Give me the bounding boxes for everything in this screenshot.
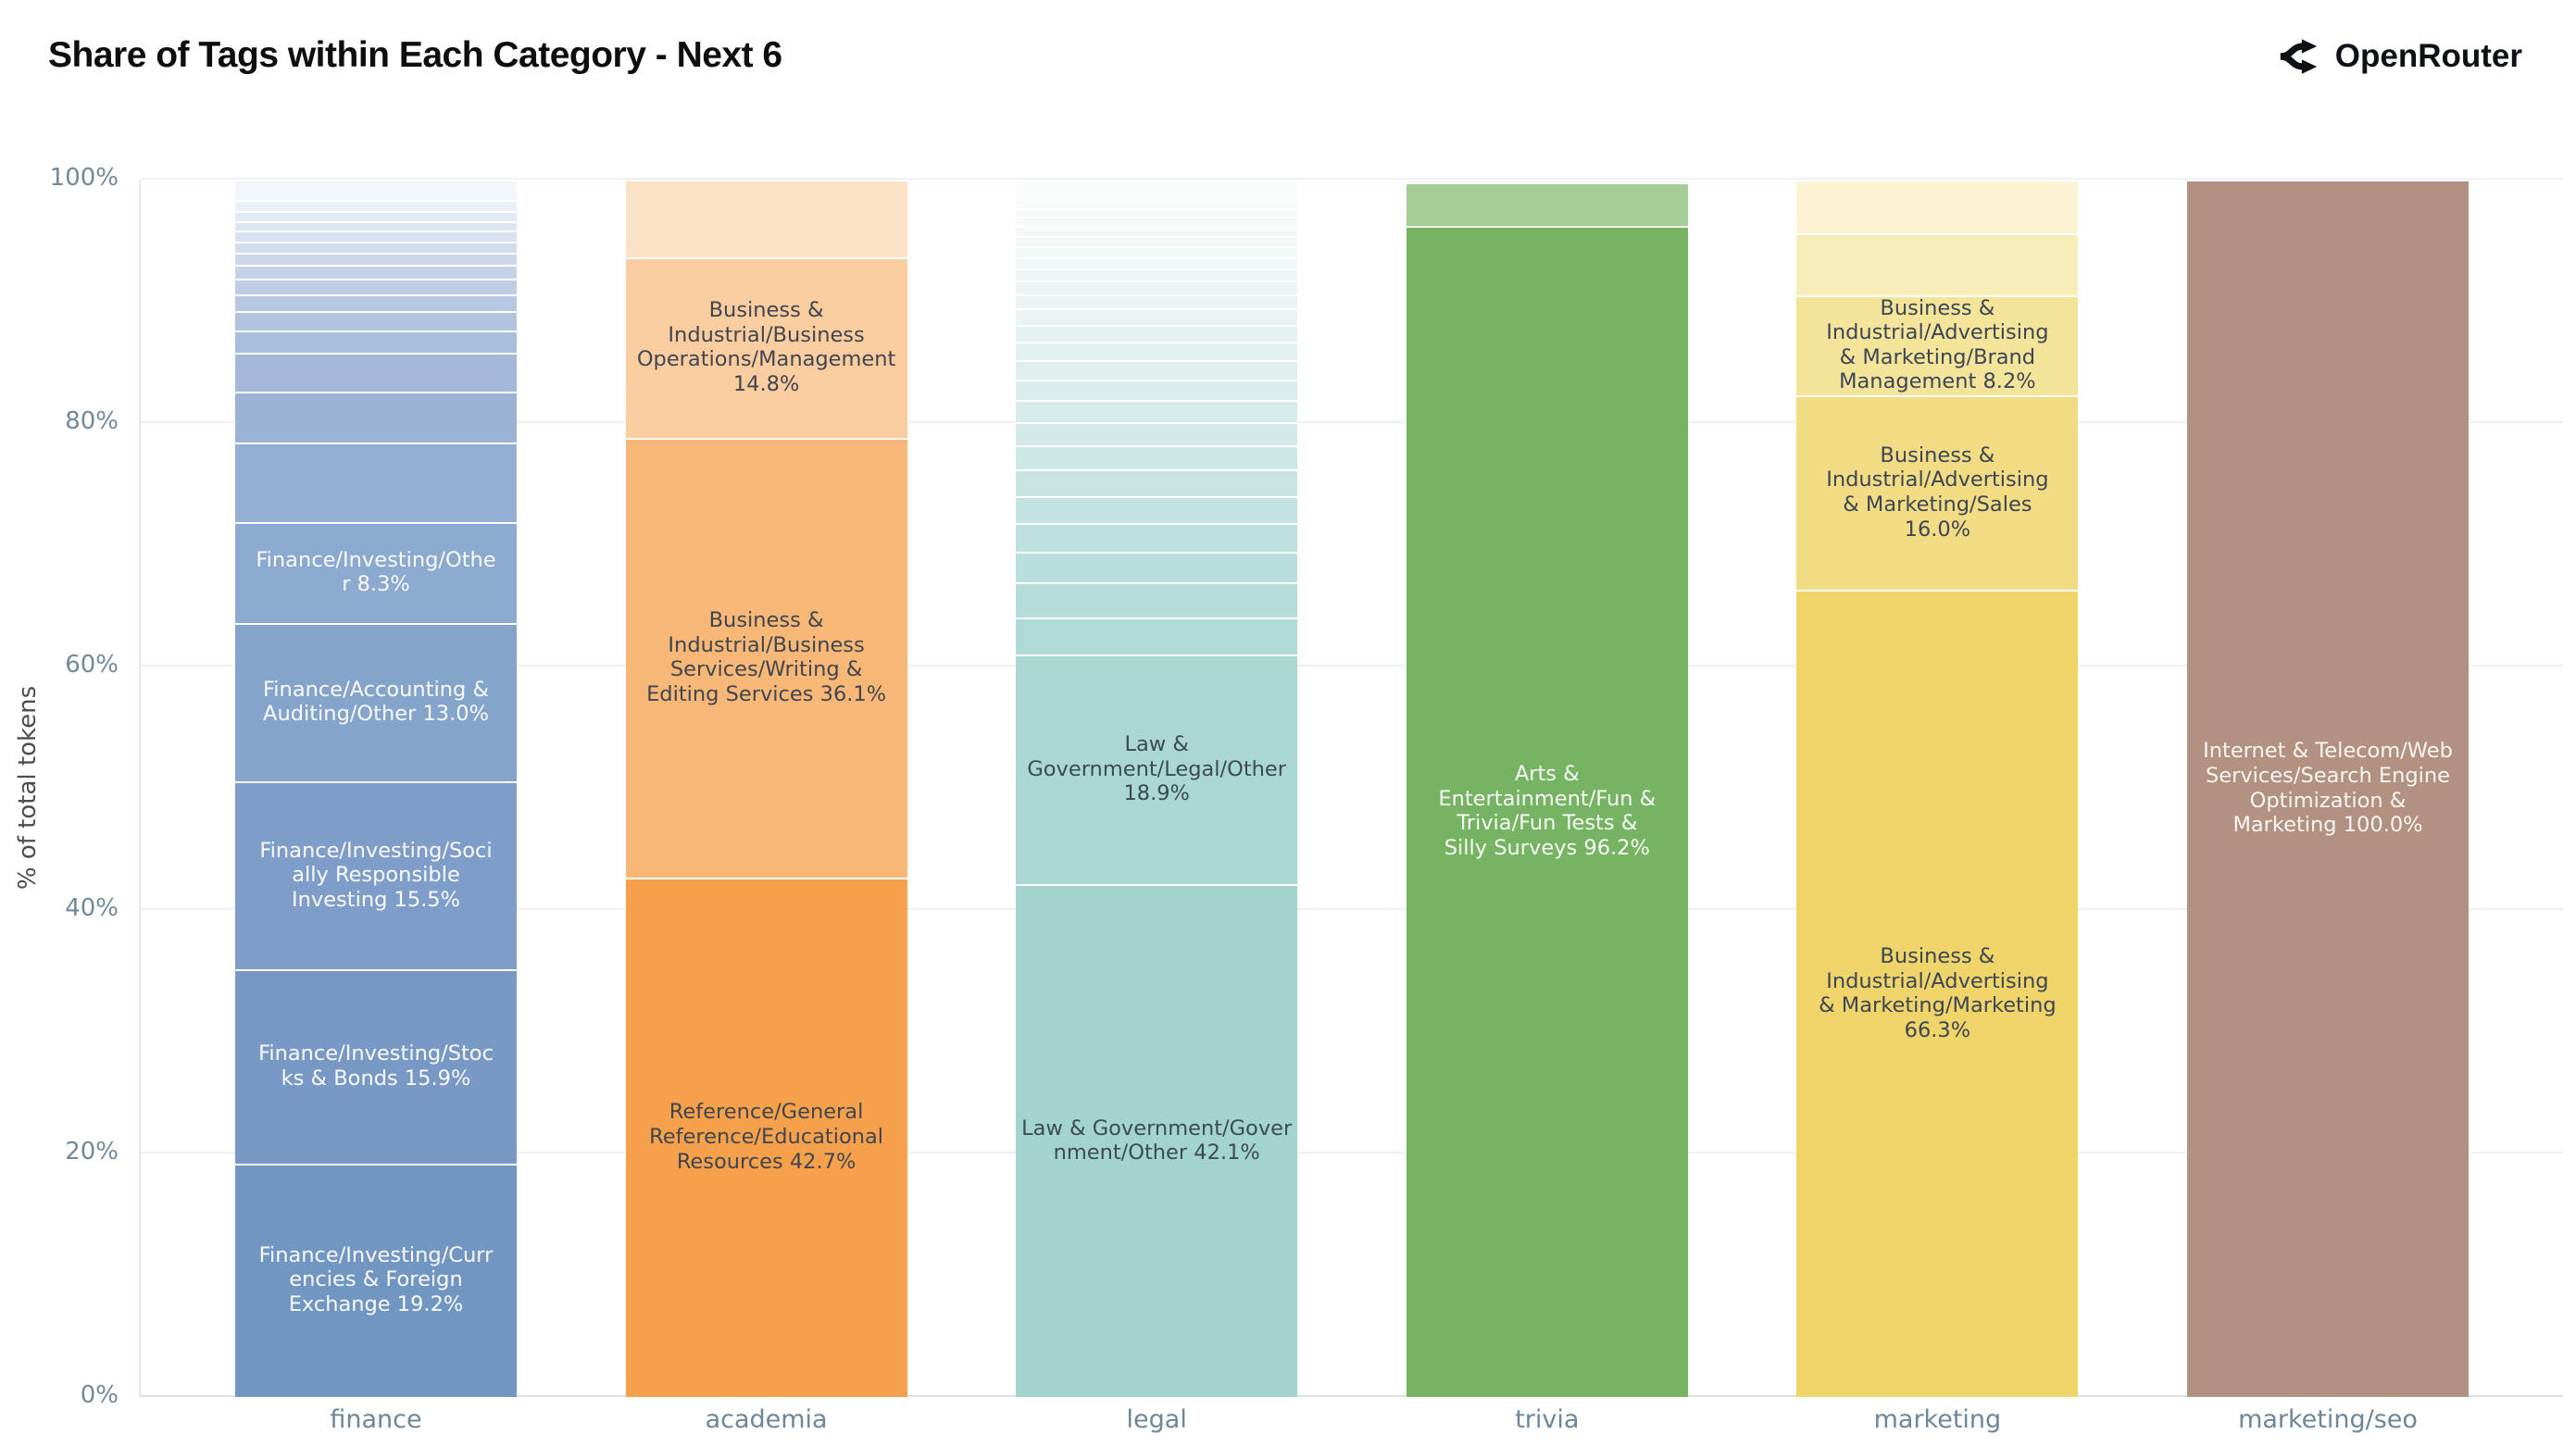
openrouter-icon <box>2278 35 2320 78</box>
bar-segment[interactable] <box>1016 293 1298 309</box>
bar-segment[interactable] <box>1016 341 1298 360</box>
bar-segment[interactable] <box>625 877 907 1397</box>
openrouter-logo: OpenRouter <box>2278 35 2522 78</box>
bar-segment[interactable] <box>1016 444 1298 469</box>
bar-segment[interactable] <box>235 220 517 231</box>
y-axis-line <box>139 180 141 1397</box>
bar-segment[interactable] <box>1016 207 1298 218</box>
bar-segment[interactable] <box>1016 256 1298 268</box>
bar-segment[interactable] <box>1016 522 1298 553</box>
y-axis-ticks: 0% 20% 40% 60% 80% 100% <box>0 164 141 1409</box>
bar-segment[interactable] <box>235 352 517 392</box>
bar-segment[interactable] <box>1016 200 1298 208</box>
bar-segment[interactable] <box>1016 324 1298 342</box>
x-tick-label: trivia <box>1515 1405 1580 1434</box>
bar-segment[interactable] <box>235 252 517 266</box>
bar-legal[interactable]: Law & Government/Gover nment/Other 42.1%… <box>1016 180 1298 1397</box>
bar-trivia[interactable]: Arts & Entertainment/Fun & Trivia/Fun Te… <box>1406 180 1688 1397</box>
bar-segment[interactable] <box>1796 394 2079 591</box>
x-tick-label: marketing/seo <box>2238 1405 2418 1434</box>
bar-segment[interactable] <box>1016 468 1298 496</box>
bar-segment[interactable] <box>235 265 517 279</box>
plot-area: Finance/Investing/Curr encies & Foreign … <box>139 178 2563 1397</box>
bar-segment[interactable] <box>1406 225 1688 1397</box>
bar-segment[interactable] <box>1016 245 1298 257</box>
bar-segment[interactable] <box>235 521 517 623</box>
bar-segment[interactable] <box>235 391 517 443</box>
bar-segment[interactable] <box>1016 268 1298 281</box>
bar-segment[interactable] <box>1016 884 1298 1397</box>
bar-segment[interactable] <box>235 780 517 970</box>
bar-segment[interactable] <box>235 1163 517 1397</box>
gridline <box>141 908 2563 910</box>
brand-text: OpenRouter <box>2334 38 2522 74</box>
bar-segment[interactable] <box>1016 225 1298 236</box>
bar-segment[interactable] <box>1016 308 1298 325</box>
bar-academia[interactable]: Reference/General Reference/Educational … <box>625 180 907 1397</box>
bar-segment[interactable] <box>1016 582 1298 618</box>
bar-segment[interactable] <box>1796 180 2079 233</box>
bar-segment[interactable] <box>235 330 517 353</box>
bar-marketing-seo[interactable]: Internet & Telecom/Web Services/Search E… <box>2187 180 2469 1397</box>
bar-segment[interactable] <box>1406 180 1688 182</box>
y-tick-label: 0% <box>80 1381 119 1409</box>
bar-segment[interactable] <box>625 257 907 438</box>
bar-segment[interactable] <box>1016 217 1298 226</box>
y-tick-label: 80% <box>65 407 119 435</box>
bar-segment[interactable] <box>235 180 517 201</box>
bar-segment[interactable] <box>2187 180 2469 1397</box>
bar-segment[interactable] <box>1016 552 1298 583</box>
bar-segment[interactable] <box>235 278 517 294</box>
bar-segment[interactable] <box>1796 232 2079 295</box>
bar-segment[interactable] <box>1016 235 1298 246</box>
page-title: Share of Tags within Each Category - Nex… <box>48 35 782 75</box>
bar-segment[interactable] <box>1016 193 1298 201</box>
x-tick-label: academia <box>705 1405 828 1434</box>
bar-segment[interactable] <box>235 211 517 221</box>
bar-marketing[interactable]: Business & Industrial/Advertising & Mark… <box>1796 180 2079 1397</box>
x-tick-label: legal <box>1126 1405 1187 1434</box>
bar-segment[interactable] <box>1016 280 1298 294</box>
x-tick-label: finance <box>330 1405 422 1434</box>
bar-segment[interactable] <box>235 293 517 312</box>
bar-segment[interactable] <box>1016 379 1298 401</box>
bar-segment[interactable] <box>625 437 907 878</box>
bar-segment[interactable] <box>235 200 517 212</box>
bar-segment[interactable] <box>235 242 517 253</box>
bar-segment[interactable] <box>235 231 517 243</box>
bar-finance[interactable]: Finance/Investing/Curr encies & Foreign … <box>235 180 517 1397</box>
bar-segment[interactable] <box>1016 180 1298 193</box>
bar-segment[interactable] <box>1406 181 1688 226</box>
bar-segment[interactable] <box>235 622 517 781</box>
bar-segment[interactable] <box>1016 359 1298 380</box>
x-tick-label: marketing <box>1873 1405 2002 1434</box>
gridline <box>141 1152 2563 1153</box>
bar-segment[interactable] <box>235 443 517 522</box>
bar-segment[interactable] <box>235 311 517 331</box>
bar-segment[interactable] <box>1016 421 1298 445</box>
bar-segment[interactable] <box>625 180 907 258</box>
gridline <box>141 421 2563 423</box>
bar-segment[interactable] <box>1796 590 2079 1397</box>
gridline <box>141 1395 2563 1397</box>
bar-segment[interactable] <box>1016 617 1298 654</box>
y-tick-label: 20% <box>65 1138 119 1166</box>
gridline <box>141 178 2563 180</box>
bar-segment[interactable] <box>235 969 517 1164</box>
gridline <box>141 665 2563 667</box>
bar-segment[interactable] <box>1016 495 1298 523</box>
bar-segment[interactable] <box>1016 400 1298 422</box>
y-tick-label: 60% <box>65 651 119 679</box>
bar-segment[interactable] <box>1796 294 2079 395</box>
y-tick-label: 40% <box>65 894 119 922</box>
y-tick-label: 100% <box>49 164 119 192</box>
bar-segment[interactable] <box>1016 654 1298 885</box>
